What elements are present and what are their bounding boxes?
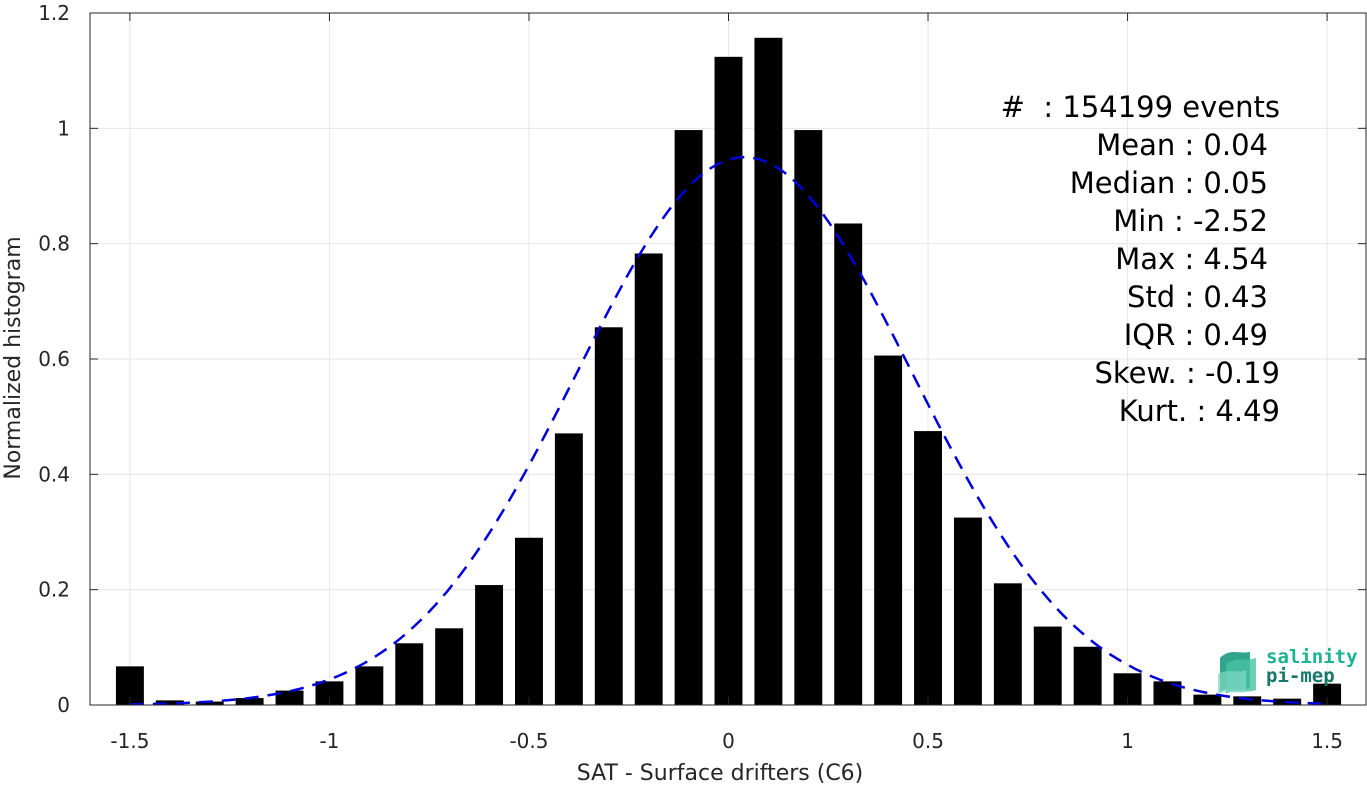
stat-label: Max bbox=[1115, 242, 1185, 276]
stat-label: Median bbox=[1069, 166, 1185, 200]
histogram-bar bbox=[315, 681, 344, 705]
histogram-bar bbox=[395, 643, 424, 705]
histogram-bar bbox=[435, 628, 464, 705]
stat-value: : -0.19 bbox=[1185, 356, 1280, 390]
stat-row: Skew. : -0.19 bbox=[940, 354, 1280, 392]
histogram-bar bbox=[475, 585, 504, 705]
statistics-panel: # : 154199 events Mean : 0.04 Median : 0.0… bbox=[940, 88, 1280, 430]
logo-wave-icon bbox=[1218, 652, 1256, 694]
histogram-bar bbox=[914, 431, 942, 705]
histogram-bar bbox=[554, 433, 583, 705]
x-tick-label: 1 bbox=[1121, 729, 1134, 753]
y-tick-labels: 0 0.2 0.4 0.6 0.8 1 1.2 bbox=[38, 1, 70, 717]
histogram-bar bbox=[1233, 696, 1262, 705]
x-axis-label: SAT - Surface drifters (C6) bbox=[577, 761, 864, 785]
bars bbox=[115, 37, 1342, 706]
y-tick-label: 0.6 bbox=[38, 347, 70, 371]
y-tick-label: 0.4 bbox=[38, 462, 70, 486]
histogram-bar bbox=[594, 327, 623, 705]
stat-value: : 4.49 bbox=[1196, 394, 1280, 428]
stat-label: Std bbox=[1127, 280, 1185, 314]
x-tick-label: -1 bbox=[319, 729, 339, 753]
histogram-bar bbox=[714, 56, 743, 706]
y-tick-label: 1 bbox=[57, 116, 70, 140]
histogram-bar bbox=[754, 37, 783, 705]
x-tick-label: -1.5 bbox=[110, 729, 149, 753]
stat-row: Kurt. : 4.49 bbox=[940, 392, 1280, 430]
stat-row: Median : 0.05 bbox=[940, 164, 1280, 202]
histogram-bar bbox=[1153, 681, 1182, 705]
stat-row: Max : 4.54 bbox=[940, 240, 1280, 278]
stat-label: IQR bbox=[1123, 318, 1185, 352]
stat-row: Min : -2.52 bbox=[940, 202, 1280, 240]
histogram-bar bbox=[674, 130, 703, 705]
x-tick-labels: -1.5 -1 -0.5 0 0.5 1 1.5 bbox=[110, 729, 1343, 753]
stat-row: # : 154199 events bbox=[940, 88, 1280, 126]
histogram-bar bbox=[1033, 626, 1062, 705]
histogram-bar bbox=[1193, 694, 1222, 705]
logo-line2: pi-mep bbox=[1266, 665, 1335, 687]
stat-value: : 0.04 bbox=[1184, 128, 1268, 162]
histogram-bar bbox=[1313, 683, 1342, 705]
y-axis-label: Normalized histogram bbox=[1, 236, 26, 479]
stat-label: # bbox=[1000, 90, 1044, 124]
axes-box bbox=[89, 12, 1367, 706]
histogram-bar bbox=[993, 583, 1022, 705]
histogram-bar bbox=[874, 355, 903, 705]
histogram-bar bbox=[235, 698, 264, 705]
logo-text: salinity pi-mep bbox=[1266, 648, 1358, 686]
histogram-bar bbox=[355, 666, 384, 705]
y-tick-label: 1.2 bbox=[38, 1, 70, 25]
histogram-bar bbox=[834, 223, 863, 705]
histogram-bar bbox=[275, 690, 304, 705]
histogram-bar bbox=[634, 253, 663, 705]
stat-value: : 0.43 bbox=[1184, 280, 1268, 314]
stat-value: : 0.05 bbox=[1184, 166, 1268, 200]
histogram-bar bbox=[953, 517, 982, 705]
histogram-bar bbox=[794, 130, 823, 705]
stat-label: Mean bbox=[1096, 128, 1185, 162]
histogram-bar bbox=[155, 700, 184, 705]
logo-line1: salinity bbox=[1266, 646, 1358, 668]
stat-row: Mean : 0.04 bbox=[940, 126, 1280, 164]
stat-label: Skew. bbox=[1094, 356, 1186, 390]
histogram-bar bbox=[195, 701, 224, 705]
stat-value: : 154199 events bbox=[1043, 90, 1280, 124]
stat-label: Kurt. bbox=[1118, 394, 1197, 428]
y-tick-label: 0.2 bbox=[38, 578, 70, 602]
x-tick-label: 0 bbox=[722, 729, 735, 753]
stat-value: : -2.52 bbox=[1173, 204, 1268, 238]
histogram-bar bbox=[1073, 646, 1102, 705]
stat-value: : 0.49 bbox=[1184, 318, 1268, 352]
histogram-bar bbox=[515, 537, 543, 705]
y-tick-label: 0 bbox=[57, 693, 70, 717]
x-tick-label: 1.5 bbox=[1311, 729, 1343, 753]
x-tick-label: 0.5 bbox=[912, 729, 944, 753]
y-tick-label: 0.8 bbox=[38, 232, 70, 256]
stat-label: Min bbox=[1113, 204, 1174, 238]
salinity-pimep-logo: salinity pi-mep bbox=[1216, 644, 1358, 694]
stat-row: IQR : 0.49 bbox=[940, 316, 1280, 354]
x-tick-label: -0.5 bbox=[509, 729, 548, 753]
stat-row: Std : 0.43 bbox=[940, 278, 1280, 316]
stat-value: : 4.54 bbox=[1184, 242, 1268, 276]
